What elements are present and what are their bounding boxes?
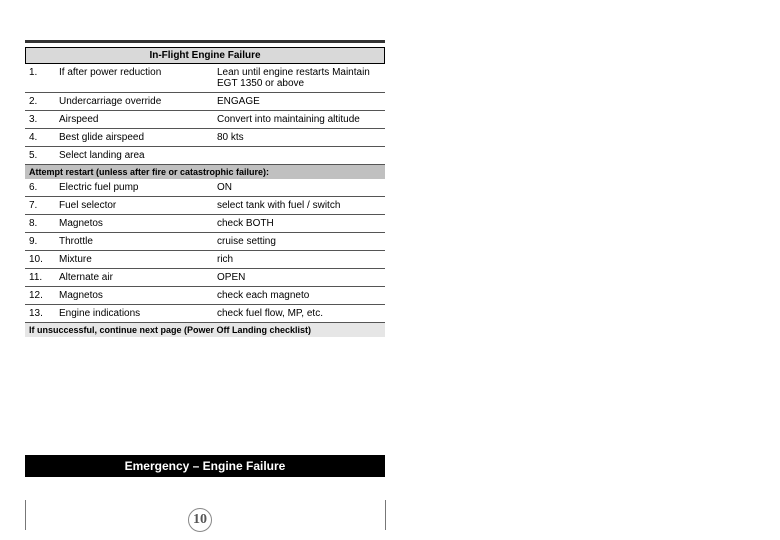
row-item: Electric fuel pump xyxy=(55,179,213,197)
table-row: 1.If after power reductionLean until eng… xyxy=(25,64,385,93)
row-item: Magnetos xyxy=(55,287,213,305)
table-row: 7.Fuel selectorselect tank with fuel / s… xyxy=(25,197,385,215)
crop-mark-left xyxy=(25,500,26,530)
table-row: 12.Magnetoscheck each magneto xyxy=(25,287,385,305)
row-number: 1. xyxy=(25,64,55,93)
table-row: 4.Best glide airspeed80 kts xyxy=(25,129,385,147)
row-action: ENGAGE xyxy=(213,93,385,111)
row-action: OPEN xyxy=(213,269,385,287)
row-action: ON xyxy=(213,179,385,197)
row-number: 6. xyxy=(25,179,55,197)
row-action: select tank with fuel / switch xyxy=(213,197,385,215)
row-item: Magnetos xyxy=(55,215,213,233)
table-row: 2.Undercarriage overrideENGAGE xyxy=(25,93,385,111)
row-item: Best glide airspeed xyxy=(55,129,213,147)
row-action: Convert into maintaining altitude xyxy=(213,111,385,129)
row-number: 9. xyxy=(25,233,55,251)
row-action: check fuel flow, MP, etc. xyxy=(213,305,385,323)
top-rule xyxy=(25,40,385,43)
row-number: 12. xyxy=(25,287,55,305)
row-number: 11. xyxy=(25,269,55,287)
row-item: Throttle xyxy=(55,233,213,251)
section-title: In-Flight Engine Failure xyxy=(25,47,385,64)
crop-mark-right xyxy=(385,500,386,530)
checklist-table-2: 6.Electric fuel pumpON7.Fuel selectorsel… xyxy=(25,179,385,323)
row-number: 4. xyxy=(25,129,55,147)
table-row: 11.Alternate airOPEN xyxy=(25,269,385,287)
table-row: 5.Select landing area xyxy=(25,147,385,165)
row-item: Undercarriage override xyxy=(55,93,213,111)
page-number: 10 xyxy=(188,508,212,532)
row-item: Engine indications xyxy=(55,305,213,323)
checklist-table-1: 1.If after power reductionLean until eng… xyxy=(25,64,385,165)
row-item: Airspeed xyxy=(55,111,213,129)
table-row: 8.Magnetoscheck BOTH xyxy=(25,215,385,233)
row-item: Fuel selector xyxy=(55,197,213,215)
row-number: 13. xyxy=(25,305,55,323)
footer-band: Emergency – Engine Failure xyxy=(25,455,385,477)
row-number: 10. xyxy=(25,251,55,269)
row-item: Mixture xyxy=(55,251,213,269)
row-action: rich xyxy=(213,251,385,269)
row-number: 3. xyxy=(25,111,55,129)
row-item: Select landing area xyxy=(55,147,213,165)
row-item: If after power reduction xyxy=(55,64,213,93)
row-action: check BOTH xyxy=(213,215,385,233)
table-row: 3.AirspeedConvert into maintaining altit… xyxy=(25,111,385,129)
row-number: 8. xyxy=(25,215,55,233)
row-number: 2. xyxy=(25,93,55,111)
row-action: Lean until engine restarts Maintain EGT … xyxy=(213,64,385,93)
row-action xyxy=(213,147,385,165)
row-action: check each magneto xyxy=(213,287,385,305)
subheading: Attempt restart (unless after fire or ca… xyxy=(25,165,385,179)
row-number: 7. xyxy=(25,197,55,215)
table-row: 6.Electric fuel pumpON xyxy=(25,179,385,197)
row-action: 80 kts xyxy=(213,129,385,147)
table-row: 9.Throttlecruise setting xyxy=(25,233,385,251)
row-item: Alternate air xyxy=(55,269,213,287)
table-row: 10.Mixturerich xyxy=(25,251,385,269)
checklist-page: In-Flight Engine Failure 1.If after powe… xyxy=(25,40,385,337)
continuation-note: If unsuccessful, continue next page (Pow… xyxy=(25,323,385,337)
footer-title: Emergency – Engine Failure xyxy=(25,455,385,477)
row-action: cruise setting xyxy=(213,233,385,251)
table-row: 13.Engine indicationscheck fuel flow, MP… xyxy=(25,305,385,323)
row-number: 5. xyxy=(25,147,55,165)
